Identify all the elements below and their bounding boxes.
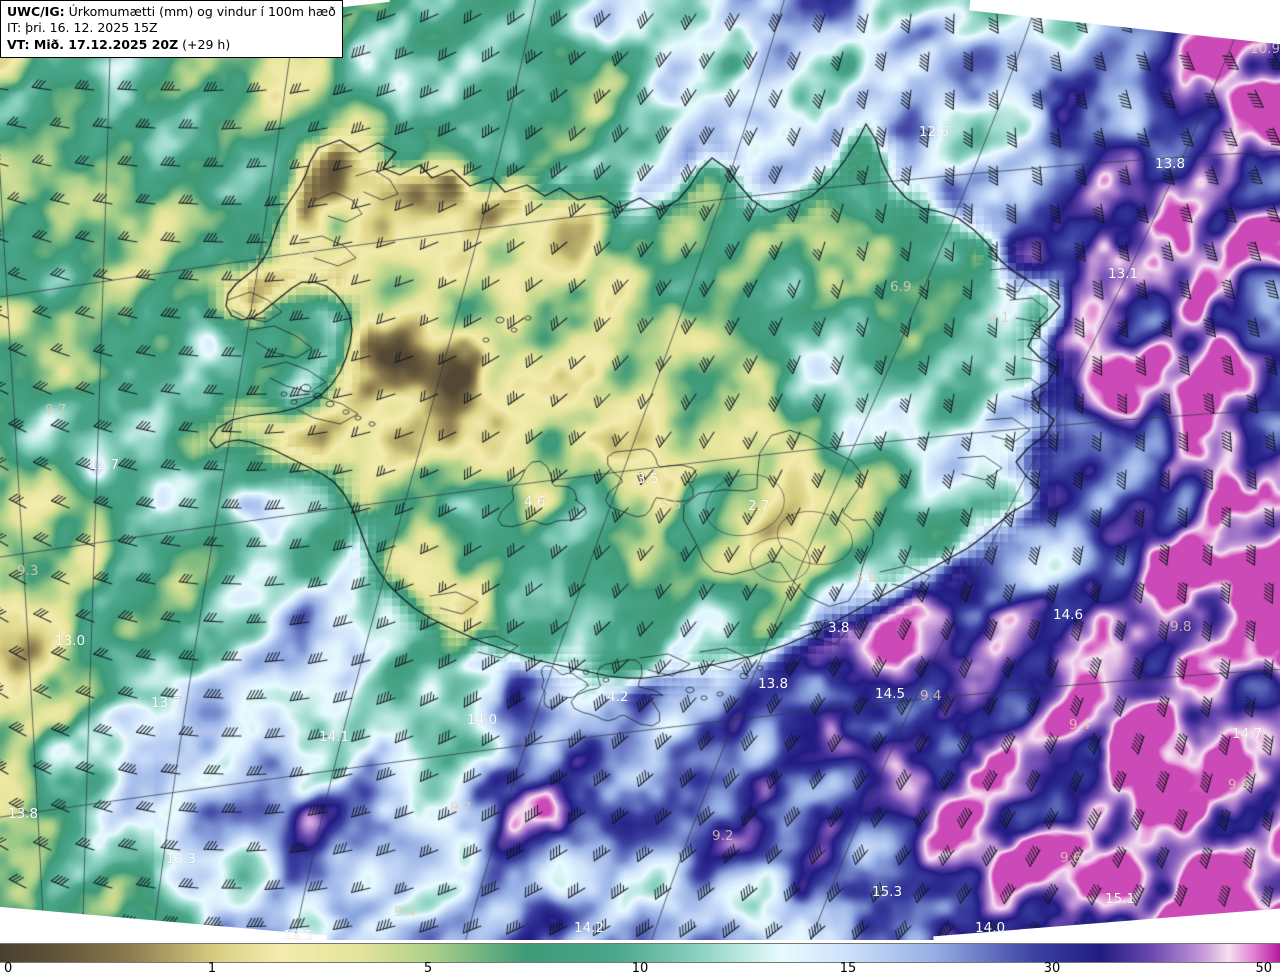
colorbar-tick-0: 0	[4, 961, 13, 976]
precipitation-heatmap-canvas[interactable]	[0, 0, 1280, 940]
header-valid-line: VT: Mið. 17.12.2025 20Z (+29 h)	[7, 37, 336, 53]
header-init-line: IT: þri. 16. 12. 2025 15Z	[7, 20, 336, 36]
colorbar-tick-1: 1	[207, 961, 217, 976]
header-valid-prefix: VT:	[7, 36, 30, 52]
colorbar-tick-5: 5	[423, 961, 433, 976]
header-init-time: þri. 16. 12. 2025 15Z	[21, 20, 158, 36]
header-init-prefix: IT:	[7, 20, 22, 36]
info-header-box: UWC/IG: Úrkomumætti (mm) og vindur í 100…	[0, 0, 343, 58]
colorbar-gradient	[0, 943, 1280, 963]
header-source: UWC/IG:	[7, 4, 65, 19]
colorbar-tick-10: 10	[631, 961, 649, 976]
colorbar-tick-labels: 0 1 5 10 15 30 50	[0, 961, 1280, 978]
header-lead-time: (+29 h)	[178, 36, 231, 52]
colorbar-tick-15: 15	[839, 961, 857, 976]
colorbar-tick-30: 30	[1043, 961, 1061, 976]
colorbar-legend[interactable]: 0 1 5 10 15 30 50	[0, 940, 1280, 978]
header-product: Úrkomumætti (mm) og vindur í 100m hæð	[64, 4, 336, 19]
colorbar-tick-50: 50	[1255, 961, 1272, 976]
map-area[interactable]: 7.110.912.613.86.16.913.19.19.712.73.54.…	[0, 0, 1280, 940]
header-product-line: UWC/IG: Úrkomumætti (mm) og vindur í 100…	[7, 4, 336, 20]
header-valid-time: Mið. 17.12.2025 20Z	[29, 36, 179, 52]
